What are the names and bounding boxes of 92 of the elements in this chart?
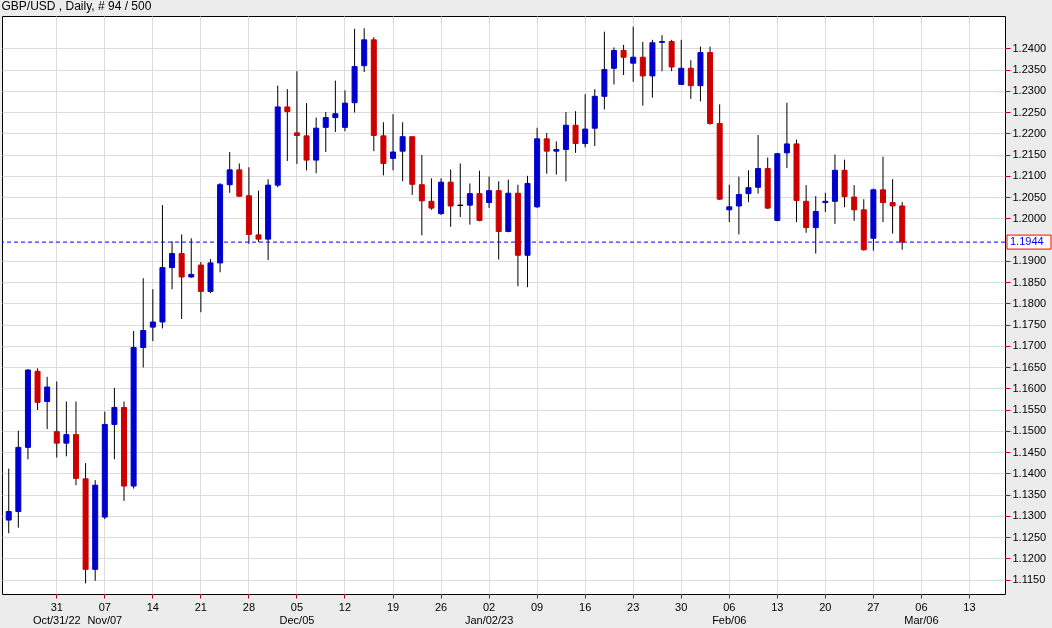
candlestick <box>399 121 406 182</box>
candlestick <box>572 110 579 154</box>
candlestick <box>726 184 733 223</box>
y-tick-label: 1.2000 <box>1012 211 1047 224</box>
y-tick-label: 1.2100 <box>1012 169 1047 182</box>
candlestick <box>620 44 627 76</box>
y-tick-label: 1.1350 <box>1012 488 1047 501</box>
candlestick <box>735 176 742 235</box>
x-tick-label: 13 <box>771 600 784 613</box>
candlestick <box>659 34 666 72</box>
candlestick <box>418 154 425 236</box>
x-tick-label: 28 <box>242 600 256 613</box>
y-tick-label: 1.1400 <box>1012 466 1047 479</box>
x-tick-label: 27 <box>867 600 880 613</box>
x-tick-label: 21 <box>194 600 207 613</box>
y-tick-label: 1.1700 <box>1012 339 1047 352</box>
candlestick <box>610 46 617 85</box>
x-tick-label: 07 Nov/07 <box>87 600 123 626</box>
candlestick <box>169 240 176 290</box>
x-tick-label: 31 Oct/31/22 <box>32 600 81 626</box>
candlestick <box>284 88 291 162</box>
candlestick <box>687 59 694 100</box>
candlestick <box>149 288 156 342</box>
y-tick-label: 1.1200 <box>1012 551 1047 564</box>
y-tick-label: 1.1650 <box>1012 360 1047 373</box>
candlestick <box>783 102 790 169</box>
candlestick <box>486 176 493 209</box>
y-tick-label: 1.2150 <box>1012 148 1047 161</box>
x-tick-label: 06 Feb/06 <box>712 600 747 626</box>
y-tick-label: 1.1800 <box>1012 296 1047 309</box>
candlestick <box>822 192 829 213</box>
x-tick-label: 19 <box>386 600 400 613</box>
y-tick-label: 1.1150 <box>1012 573 1046 586</box>
y-tick-label: 1.1850 <box>1012 275 1047 288</box>
y-tick-label: 1.2350 <box>1012 63 1047 76</box>
y-tick-label: 1.2400 <box>1012 41 1047 54</box>
candlestick <box>428 177 435 211</box>
x-tick-label: 12 <box>338 600 352 613</box>
y-tick-label: 1.2300 <box>1012 84 1047 97</box>
x-tick-label: 13 <box>963 600 976 613</box>
candlestick <box>111 387 118 460</box>
candlestick <box>582 93 589 148</box>
y-tick-label: 1.1500 <box>1012 424 1047 437</box>
y-tick-label: 1.2200 <box>1012 126 1047 139</box>
candlestick <box>639 41 646 107</box>
candlestick <box>543 132 550 175</box>
y-tick-label: 1.1250 <box>1012 530 1047 543</box>
candlestick <box>226 151 233 194</box>
y-tick-label: 1.1900 <box>1012 254 1047 267</box>
x-tick-label: 14 <box>146 600 159 613</box>
candlestick <box>755 134 762 195</box>
candlestick <box>322 111 329 153</box>
candlestick <box>457 162 464 218</box>
candlestick <box>5 468 12 534</box>
y-tick-label: 1.1550 <box>1012 403 1047 416</box>
candlestick <box>188 237 195 279</box>
candlestick <box>44 376 51 430</box>
candlestick <box>889 178 896 235</box>
x-tick-label: 20 <box>819 600 832 613</box>
candlestick <box>53 381 60 459</box>
y-tick-label: 1.2050 <box>1012 190 1047 203</box>
candlestick <box>390 113 397 171</box>
candlestick <box>466 182 473 226</box>
x-tick-label: 26 <box>434 600 448 613</box>
candlestick <box>630 26 637 83</box>
candlestick <box>745 169 752 203</box>
candlestick <box>63 400 70 457</box>
chart-title: GBP/USD , Daily, # 94 / 500 <box>1 0 152 13</box>
y-tick-label: 1.2250 <box>1012 105 1047 118</box>
x-tick-label: 02 Jan/02/23 <box>464 600 514 626</box>
x-tick-label: 09 <box>531 600 544 613</box>
x-tick-label: 06 Mar/06 <box>904 600 939 626</box>
y-tick-label: 1.1450 <box>1012 445 1047 458</box>
candlestick <box>879 156 886 223</box>
candlestick <box>332 80 339 133</box>
y-tick-label: 1.1300 <box>1012 509 1047 522</box>
y-tick-label: 1.1600 <box>1012 381 1047 394</box>
x-tick-label: 16 <box>579 600 592 613</box>
candlestick <box>812 195 819 255</box>
candlestick <box>553 140 560 176</box>
y-tick-label: 1.1750 <box>1012 318 1047 331</box>
candlestick <box>293 70 300 165</box>
x-tick-label: 05 Dec/05 <box>279 600 315 626</box>
candlestick <box>851 184 858 222</box>
ref-line-label: 1.1944 <box>1010 235 1044 248</box>
candlestick <box>678 39 685 86</box>
candlestick <box>447 168 454 228</box>
x-tick-label: 30 <box>675 600 688 613</box>
candlestick <box>178 233 185 320</box>
candlestick <box>255 190 262 243</box>
x-tick-label: 23 <box>627 600 640 613</box>
candlestick <box>140 277 147 368</box>
